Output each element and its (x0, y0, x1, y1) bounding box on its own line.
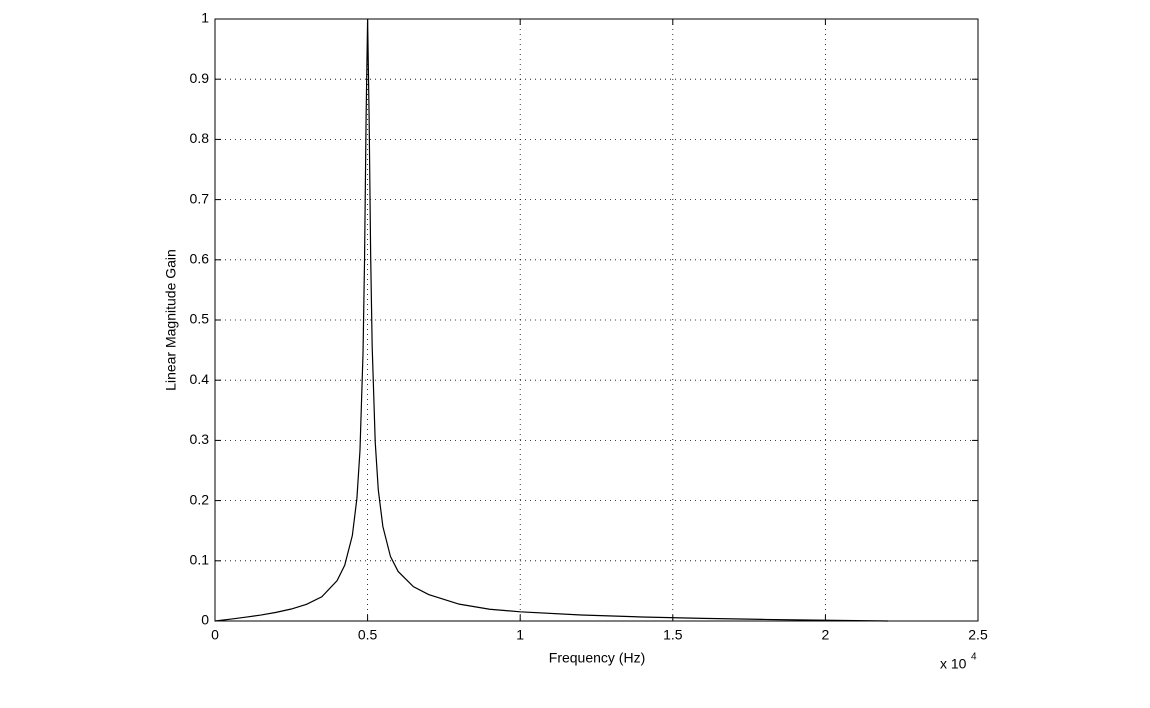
y-tick-label: 0.3 (190, 431, 210, 447)
x-tick-label: 2.5 (968, 627, 988, 643)
y-tick-label: 0.2 (190, 491, 210, 507)
x-tick-label: 1 (516, 627, 524, 643)
y-tick-label: 0.8 (190, 130, 210, 146)
x-tick-label: 0 (211, 627, 219, 643)
x-axis-label: Frequency (Hz) (549, 650, 645, 666)
x-scale-exponent: 4 (971, 652, 977, 663)
line (214, 18, 888, 622)
y-tick-label: 0.4 (190, 371, 210, 387)
x-scale-label: x 10 (940, 656, 967, 672)
y-tick-label: 0.5 (190, 311, 210, 327)
x-tick-label: 2 (822, 627, 830, 643)
x-tick-label: 0.5 (358, 627, 378, 643)
y-tick-label: 0.9 (190, 70, 210, 86)
y-tick-label: 0 (201, 612, 209, 628)
y-tick-label: 0.1 (190, 552, 210, 568)
y-axis-label: Linear Magnitude Gain (163, 249, 179, 391)
y-tick-label: 0.6 (190, 251, 210, 267)
plot-frame (214, 18, 979, 622)
x-tick-label: 1.5 (663, 627, 683, 643)
y-tick-label: 0.7 (190, 190, 210, 206)
y-tick-label: 1 (201, 10, 209, 26)
